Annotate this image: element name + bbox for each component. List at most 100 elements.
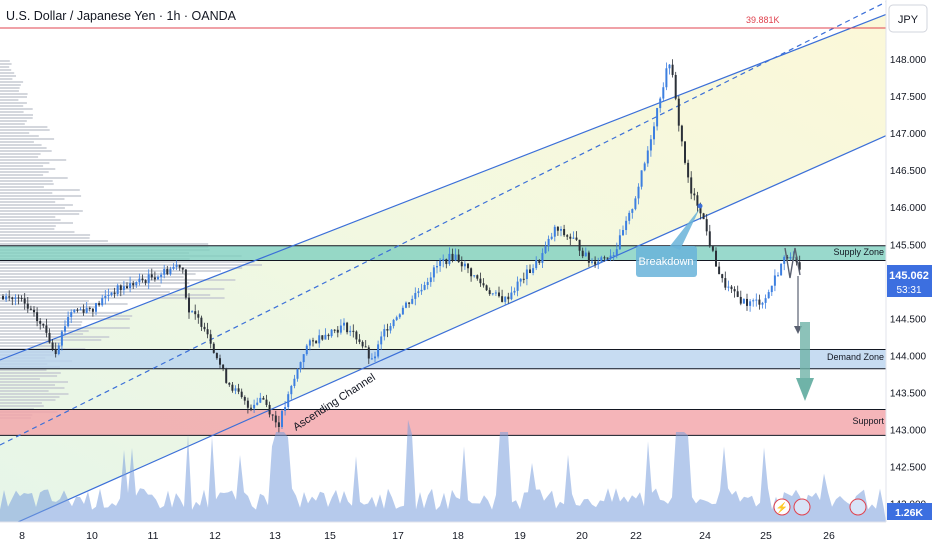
currency-box[interactable] xyxy=(888,4,928,33)
profile-bar xyxy=(0,189,80,191)
profile-bar xyxy=(0,60,10,62)
candle-body xyxy=(783,256,786,264)
candle-body xyxy=(504,296,507,302)
candle-body xyxy=(445,259,448,265)
candle-body xyxy=(395,317,398,320)
x-tick-label: 15 xyxy=(324,530,336,542)
candle-body xyxy=(240,391,243,398)
candle-body xyxy=(88,307,91,309)
breakdown-box[interactable] xyxy=(636,246,697,277)
us-flag-icon[interactable] xyxy=(793,498,811,516)
candle-body xyxy=(544,246,547,254)
candle-body xyxy=(634,198,637,210)
candle-body xyxy=(95,303,97,312)
us-flag-icon[interactable] xyxy=(849,498,867,516)
candle-body xyxy=(727,286,730,288)
profile-bar xyxy=(0,390,49,392)
candle-body xyxy=(91,308,94,312)
candle-body xyxy=(479,278,482,284)
profile-bar xyxy=(0,159,67,161)
candle-body xyxy=(209,334,212,344)
candle-body xyxy=(677,98,680,126)
candle-body xyxy=(60,331,63,346)
candle-body xyxy=(485,285,488,291)
candle-body xyxy=(256,402,259,405)
candle-body xyxy=(153,277,156,280)
candle-body xyxy=(113,292,116,294)
candle-body xyxy=(752,300,755,302)
candles-layer xyxy=(2,59,801,433)
x-tick-label: 19 xyxy=(514,530,526,542)
y-tick-label: 143.000 xyxy=(890,426,927,437)
candle-body xyxy=(566,235,569,237)
profile-bar xyxy=(0,372,61,374)
candle-body xyxy=(119,285,122,291)
candle-body xyxy=(507,296,510,300)
candle-body xyxy=(67,317,70,327)
x-tick-label: 20 xyxy=(576,530,588,542)
candle-body xyxy=(519,278,522,282)
candle-body xyxy=(336,329,339,333)
x-tick-label: 25 xyxy=(760,530,772,542)
time-axis-bg xyxy=(0,522,886,550)
x-tick-label: 12 xyxy=(209,530,221,542)
candle-body xyxy=(646,150,649,164)
y-tick-label: 147.500 xyxy=(890,92,927,103)
candle-body xyxy=(674,74,677,99)
candle-body xyxy=(631,209,634,213)
candle-body xyxy=(144,280,147,283)
candle-body xyxy=(51,342,54,350)
candle-body xyxy=(57,345,60,355)
candle-body xyxy=(529,269,531,273)
y-tick-label: 143.500 xyxy=(890,388,927,399)
candle-body xyxy=(470,268,473,277)
profile-bar xyxy=(0,291,170,293)
candle-body xyxy=(33,309,35,313)
bolt-glyph: ⚡ xyxy=(776,501,788,514)
candle-body xyxy=(600,257,603,262)
channel-lower-line xyxy=(0,135,887,531)
profile-bar xyxy=(0,399,56,401)
candle-body xyxy=(212,343,215,353)
candle-body xyxy=(705,219,708,232)
candle-body xyxy=(358,339,361,342)
candle-body xyxy=(491,293,494,295)
profile-bar xyxy=(0,192,53,194)
profile-bar xyxy=(0,153,41,155)
candle-body xyxy=(29,308,32,310)
candle-body xyxy=(222,364,225,369)
profile-bar xyxy=(0,99,19,101)
candle-body xyxy=(308,340,311,346)
profile-bar xyxy=(0,93,28,95)
candle-body xyxy=(42,323,45,326)
profile-bar xyxy=(0,324,82,326)
channel-upper-line xyxy=(0,13,887,361)
candle-body xyxy=(116,285,119,294)
x-tick-label: 24 xyxy=(699,530,711,542)
x-tick-label: 17 xyxy=(392,530,404,542)
candle-body xyxy=(135,282,138,286)
candle-body xyxy=(166,268,169,275)
y-tick-label: 142.500 xyxy=(890,463,927,474)
candle-body xyxy=(17,297,20,299)
candle-body xyxy=(789,256,792,259)
profile-bar xyxy=(0,402,42,404)
profile-bar xyxy=(0,345,63,347)
event-bolt-icon[interactable] xyxy=(773,498,791,516)
candle-body xyxy=(615,249,618,256)
candle-body xyxy=(293,378,296,387)
candle-body xyxy=(739,296,742,304)
x-tick-label: 13 xyxy=(269,530,281,542)
candle-body xyxy=(798,262,801,270)
candle-body xyxy=(150,274,153,278)
candle-body xyxy=(237,388,240,392)
candle-body xyxy=(243,397,246,401)
y-tick-label: 144.000 xyxy=(890,351,927,362)
candle-body xyxy=(8,296,11,298)
candle-body xyxy=(11,297,14,300)
profile-bar xyxy=(0,303,128,305)
profile-bar xyxy=(0,150,52,152)
candle-body xyxy=(733,289,736,292)
profile-bar xyxy=(0,333,84,335)
